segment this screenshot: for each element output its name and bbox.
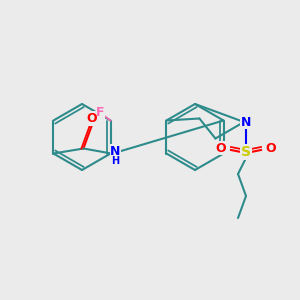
Text: N: N — [241, 116, 251, 128]
Text: O: O — [266, 142, 276, 154]
Text: O: O — [216, 142, 226, 154]
Text: O: O — [86, 112, 97, 125]
Text: F: F — [96, 106, 105, 119]
Text: N: N — [110, 145, 121, 158]
Text: H: H — [111, 157, 119, 166]
Text: S: S — [241, 145, 251, 159]
